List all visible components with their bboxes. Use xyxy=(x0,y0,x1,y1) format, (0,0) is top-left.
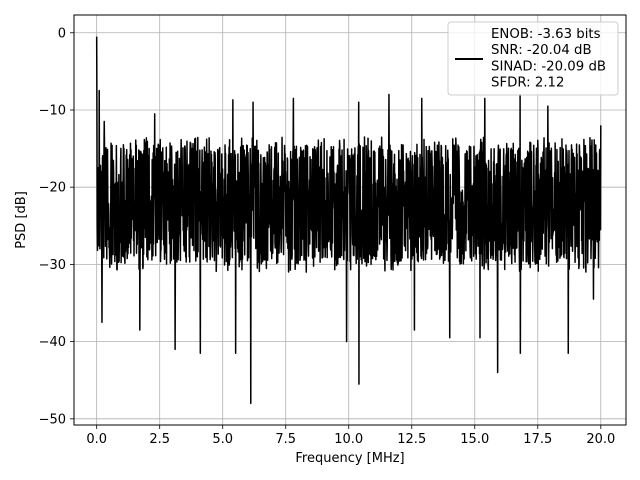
legend-label-line: SINAD: -20.09 dB xyxy=(491,59,606,74)
y-tick-label: −10 xyxy=(39,103,66,118)
x-tick-label: 12.5 xyxy=(397,432,426,447)
y-tick-label: 0 xyxy=(58,26,66,41)
x-axis-label: Frequency [MHz] xyxy=(295,451,404,466)
x-tick-label: 15.0 xyxy=(460,432,489,447)
x-tick-label: 7.5 xyxy=(275,432,296,447)
y-tick-label: −40 xyxy=(39,335,66,350)
x-tick-label: 17.5 xyxy=(523,432,552,447)
x-tick-label: 2.5 xyxy=(149,432,170,447)
x-tick-label: 5.0 xyxy=(212,432,233,447)
x-tick-label: 0.0 xyxy=(86,432,107,447)
x-tick-label: 10.0 xyxy=(334,432,363,447)
legend-label-line: SNR: -20.04 dB xyxy=(491,43,592,58)
y-axis-ticks: 0 −10 −20 −30 −40 −50 xyxy=(39,26,74,427)
legend-label-line: SFDR: 2.12 xyxy=(491,76,564,91)
y-axis-label: PSD [dB] xyxy=(14,191,29,249)
plot-frame xyxy=(73,14,627,426)
y-tick-label: −20 xyxy=(39,181,66,196)
psd-trace-group xyxy=(95,36,602,405)
legend-box xyxy=(447,21,619,96)
y-tick-label: −50 xyxy=(39,412,66,427)
x-axis-ticks: 0.0 2.5 5.0 7.5 10.0 12.5 15.0 17.5 20.0 xyxy=(86,425,615,447)
x-tick-label: 20.0 xyxy=(586,432,615,447)
legend-label-line: ENOB: -3.63 bits xyxy=(491,27,601,42)
y-tick-label: −30 xyxy=(39,258,66,273)
psd-series-line xyxy=(95,36,602,405)
